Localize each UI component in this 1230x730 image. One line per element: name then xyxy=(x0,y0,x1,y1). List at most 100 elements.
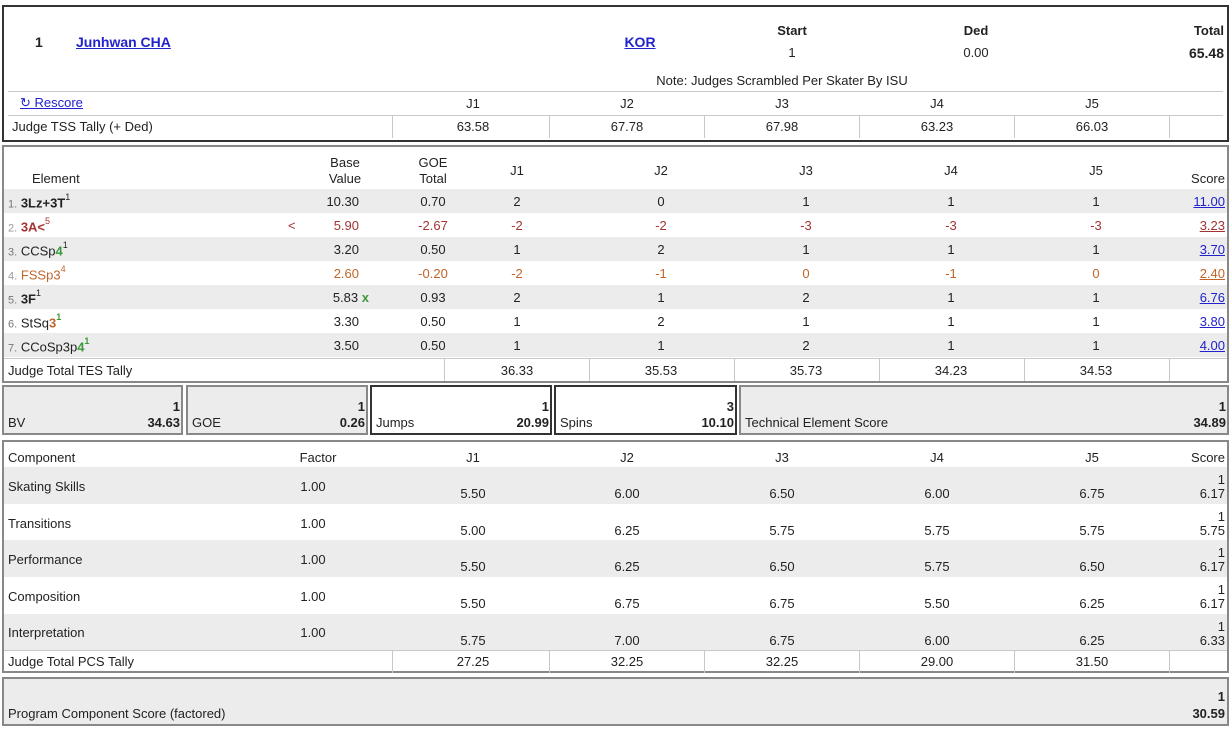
element-score-link[interactable]: 4.00 xyxy=(1199,338,1225,353)
component-mark-j4: 5.50 xyxy=(924,596,950,611)
judge-mark-j2: 0 xyxy=(657,194,665,209)
score-header: Score xyxy=(1191,450,1225,465)
tss-tally-j2: 67.78 xyxy=(610,119,644,134)
judge-mark-j4: 1 xyxy=(947,194,955,209)
component-row-2: Transitions 1.00 5.00 6.25 5.75 5.75 5.7… xyxy=(4,504,1227,540)
base-value: 5.83 x xyxy=(332,290,369,305)
factor-header: Factor xyxy=(299,450,337,465)
component-score: 6.17 xyxy=(1199,596,1225,611)
component-score: 5.75 xyxy=(1199,523,1225,538)
component-name: Composition xyxy=(8,589,81,604)
judge-mark-j3: -3 xyxy=(800,218,812,233)
nation-link[interactable]: KOR xyxy=(624,34,656,50)
jumps-summary: 1 Jumps 20.99 xyxy=(370,385,552,435)
component-name: Transitions xyxy=(8,516,72,531)
pcs-label: Program Component Score (factored) xyxy=(8,706,226,721)
pcs-tally-label: Judge Total PCS Tally xyxy=(8,654,134,669)
divider xyxy=(8,115,1223,116)
pcs-tally-row: Judge Total PCS Tally 27.25 32.25 32.25 … xyxy=(4,651,1227,673)
skater-rank: 1 xyxy=(35,34,43,50)
goe-total: 0.50 xyxy=(420,314,446,329)
divider xyxy=(1014,651,1015,673)
bv-label: BV xyxy=(8,415,26,430)
rescore-link[interactable]: ↻ Rescore xyxy=(20,95,83,110)
total-value: 65.48 xyxy=(1188,45,1224,61)
judge-mark-j2: 2 xyxy=(657,314,665,329)
element-score-link[interactable]: 3.23 xyxy=(1199,218,1225,233)
component-factor: 1.00 xyxy=(300,625,326,640)
pcs-tally-j2: 32.25 xyxy=(610,654,644,669)
pcs-tally-j4: 29.00 xyxy=(920,654,954,669)
component-mark-j5: 6.50 xyxy=(1079,559,1105,574)
element-score-link[interactable]: 3.80 xyxy=(1199,314,1225,329)
tes-value: 34.89 xyxy=(1193,415,1226,430)
goe-rank: 1 xyxy=(357,399,365,414)
divider xyxy=(734,359,735,381)
skater-header: 1 Junhwan CHA KOR Start 1 Ded 0.00 Total… xyxy=(2,5,1229,142)
divider xyxy=(704,116,705,138)
judge-mark-j1: 1 xyxy=(513,314,521,329)
pcs-rank: 1 xyxy=(1217,689,1225,704)
goe-total: 0.50 xyxy=(420,338,446,353)
goe-value: 0.26 xyxy=(339,415,365,430)
component-mark-j5: 6.25 xyxy=(1079,633,1105,648)
judge-mark-j5: 1 xyxy=(1092,242,1100,257)
base-value: 10.30 xyxy=(326,194,359,209)
judge-mark-j1: 1 xyxy=(513,242,521,257)
divider xyxy=(859,116,860,138)
element-code: 2. 3A<5 xyxy=(8,216,51,235)
divider xyxy=(8,91,1223,92)
judge-mark-j5: 1 xyxy=(1092,194,1100,209)
tss-tally-row: Judge TSS Tally (+ Ded) 63.58 67.78 67.9… xyxy=(4,116,1227,138)
element-row-5: 5. 3F1 5.83 x 0.93 2 1 2 1 1 6.76 xyxy=(4,285,1227,309)
tss-tally-j4: 63.23 xyxy=(920,119,954,134)
pcs-tally-j5: 31.50 xyxy=(1075,654,1109,669)
judge-header-j2: J2 xyxy=(620,450,634,465)
divider xyxy=(392,651,393,673)
goe-total: 0.70 xyxy=(420,194,446,209)
component-name: Skating Skills xyxy=(8,479,86,494)
skater-name-link[interactable]: Junhwan CHA xyxy=(76,34,171,50)
component-factor: 1.00 xyxy=(300,479,326,494)
jumps-rank: 1 xyxy=(541,399,549,414)
element-score-link[interactable]: 11.00 xyxy=(1193,194,1225,209)
judge-header-j1: J1 xyxy=(510,163,524,178)
bonus-mark: x xyxy=(361,290,369,305)
goe-total: 0.93 xyxy=(420,290,446,305)
tes-tally-j5: 34.53 xyxy=(1079,363,1113,378)
pcs-summary: 1 Program Component Score (factored) 30.… xyxy=(2,677,1229,726)
bv-summary: 1 BV 34.63 xyxy=(2,385,183,435)
element-code: 7. CCoSp3p41 xyxy=(8,336,90,355)
base-value: 2.60 xyxy=(333,266,359,281)
judge-header-j4: J4 xyxy=(930,450,944,465)
judge-mark-j5: 1 xyxy=(1092,290,1100,305)
element-score-link[interactable]: 3.70 xyxy=(1199,242,1225,257)
judge-header-j4: J4 xyxy=(944,163,958,178)
element-row-2: 2. 3A<5 < 5.90 -2.67 -2 -2 -3 -3 -3 3.23 xyxy=(4,213,1227,237)
start-value: 1 xyxy=(788,45,796,60)
divider xyxy=(879,359,880,381)
bv-value: 34.63 xyxy=(147,415,180,430)
judge-mark-j1: 2 xyxy=(513,290,521,305)
element-score-link[interactable]: 2.40 xyxy=(1199,266,1225,281)
component-mark-j2: 6.25 xyxy=(614,559,640,574)
component-row-5: Interpretation 1.00 5.75 7.00 6.75 6.00 … xyxy=(4,614,1227,650)
tes-tally-j4: 34.23 xyxy=(934,363,968,378)
tes-tally-row: Judge Total TES Tally 36.33 35.53 35.73 … xyxy=(4,359,1227,381)
element-row-7: 7. CCoSp3p41 3.50 0.50 1 1 2 1 1 4.00 xyxy=(4,333,1227,357)
divider xyxy=(1014,116,1015,138)
judge-mark-j5: 1 xyxy=(1092,314,1100,329)
tes-tally-label: Judge Total TES Tally xyxy=(8,363,133,378)
judge-mark-j3: 1 xyxy=(802,314,810,329)
judge-mark-j2: 2 xyxy=(657,242,665,257)
element-score-link[interactable]: 6.76 xyxy=(1199,290,1225,305)
element-column-header: Element xyxy=(32,171,80,186)
divider xyxy=(392,116,393,138)
judge-mark-j4: 1 xyxy=(947,338,955,353)
judge-mark-j1: -2 xyxy=(511,218,523,233)
goe-total-header: Total xyxy=(419,171,447,186)
score-header: Score xyxy=(1191,171,1225,186)
tss-tally-j1: 63.58 xyxy=(456,119,490,134)
element-code: 4. FSSp34 xyxy=(8,264,66,283)
judge-mark-j2: -1 xyxy=(655,266,667,281)
